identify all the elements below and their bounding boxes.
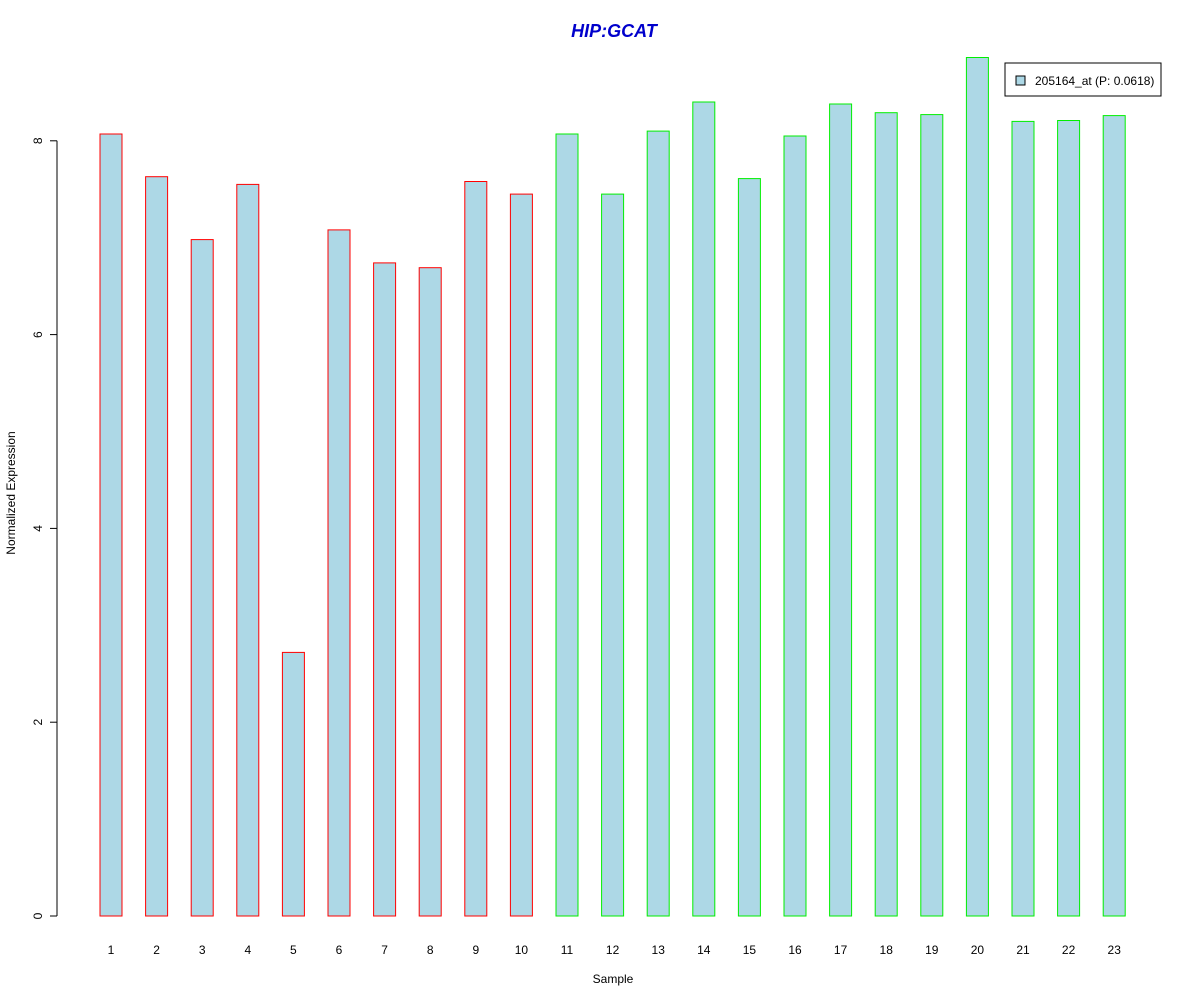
bar-sample-10	[509, 193, 533, 917]
x-tick-label: 1	[108, 943, 115, 957]
bar-sample-13	[646, 130, 670, 917]
bar-sample-7	[373, 262, 397, 917]
bar-sample-3	[190, 239, 214, 917]
x-tick-label: 17	[834, 943, 848, 957]
bar-sample-5	[281, 651, 305, 917]
y-tick-label: 4	[31, 525, 45, 532]
x-tick-label: 22	[1062, 943, 1076, 957]
x-tick-label: 7	[381, 943, 388, 957]
bar-sample-18	[874, 112, 898, 917]
bar-sample-12	[601, 193, 625, 917]
chart-title: HIP:GCAT	[571, 21, 659, 41]
y-tick-label: 6	[31, 331, 45, 338]
x-tick-label: 12	[606, 943, 620, 957]
bar-sample-21	[1011, 120, 1035, 917]
x-tick-label: 16	[788, 943, 802, 957]
bar-sample-2	[145, 176, 169, 917]
bar-sample-20	[965, 57, 989, 917]
bar-sample-16	[783, 135, 807, 917]
legend-box	[1004, 62, 1162, 97]
x-tick-label: 2	[153, 943, 160, 957]
y-axis: 0 2 4 6 8	[31, 137, 58, 919]
x-tick-label: 21	[1016, 943, 1030, 957]
x-tick-label: 10	[515, 943, 529, 957]
bar-sample-4	[236, 183, 260, 917]
bar-sample-8	[418, 267, 442, 917]
x-tick-label: 19	[925, 943, 939, 957]
bar-sample-9	[464, 181, 488, 917]
x-tick-label: 11	[561, 943, 574, 957]
x-tick-labels: 1 2 3 4 5 6 7 8 9 10 11 12 13 14 15 16 17 18 19 20 21 22 23	[108, 943, 1122, 957]
x-tick-label: 3	[199, 943, 206, 957]
bar-sample-6	[327, 229, 351, 917]
bar-sample-1	[99, 133, 123, 917]
x-axis-label: Sample	[593, 972, 634, 986]
legend-swatch	[1015, 75, 1026, 86]
x-tick-label: 5	[290, 943, 297, 957]
x-tick-label: 18	[880, 943, 894, 957]
bar-sample-23	[1102, 115, 1126, 917]
bar-sample-15	[737, 178, 761, 917]
legend: 205164_at (P: 0.0618)	[1004, 62, 1162, 97]
x-tick-label: 14	[697, 943, 711, 957]
x-tick-label: 6	[336, 943, 343, 957]
bar-sample-22	[1057, 120, 1081, 917]
bar-sample-14	[692, 101, 716, 917]
x-tick-label: 13	[652, 943, 666, 957]
bar-sample-17	[829, 103, 853, 917]
y-tick-label: 0	[31, 912, 45, 919]
y-axis-label: Normalized Expression	[4, 431, 18, 554]
y-tick-label: 8	[31, 137, 45, 144]
x-tick-label: 8	[427, 943, 434, 957]
x-tick-label: 20	[971, 943, 985, 957]
bars-group	[99, 57, 1126, 917]
x-tick-label: 4	[244, 943, 251, 957]
legend-label: 205164_at (P: 0.0618)	[1035, 74, 1154, 88]
bar-sample-11	[555, 133, 579, 917]
x-tick-label: 9	[472, 943, 479, 957]
x-tick-label: 15	[743, 943, 757, 957]
bar-sample-19	[920, 114, 944, 917]
x-tick-label: 23	[1108, 943, 1122, 957]
y-tick-label: 2	[31, 719, 45, 726]
